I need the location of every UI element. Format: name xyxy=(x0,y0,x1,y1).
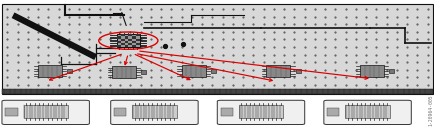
FancyBboxPatch shape xyxy=(141,70,146,74)
FancyBboxPatch shape xyxy=(2,100,89,124)
FancyBboxPatch shape xyxy=(388,69,393,73)
FancyBboxPatch shape xyxy=(181,65,205,77)
FancyBboxPatch shape xyxy=(326,108,339,116)
FancyBboxPatch shape xyxy=(124,45,128,47)
FancyBboxPatch shape xyxy=(114,108,126,116)
FancyBboxPatch shape xyxy=(135,43,139,45)
FancyBboxPatch shape xyxy=(121,43,124,45)
FancyBboxPatch shape xyxy=(128,43,132,45)
FancyBboxPatch shape xyxy=(295,69,300,73)
FancyBboxPatch shape xyxy=(345,105,389,118)
FancyBboxPatch shape xyxy=(132,105,176,118)
FancyBboxPatch shape xyxy=(266,65,290,77)
FancyBboxPatch shape xyxy=(210,69,216,73)
FancyBboxPatch shape xyxy=(220,108,232,116)
FancyBboxPatch shape xyxy=(121,34,124,36)
FancyBboxPatch shape xyxy=(124,36,128,38)
FancyBboxPatch shape xyxy=(5,108,17,116)
FancyBboxPatch shape xyxy=(128,38,132,41)
FancyBboxPatch shape xyxy=(121,38,124,41)
FancyBboxPatch shape xyxy=(217,100,304,124)
FancyBboxPatch shape xyxy=(359,65,383,77)
FancyBboxPatch shape xyxy=(117,36,121,38)
FancyBboxPatch shape xyxy=(2,89,432,94)
FancyBboxPatch shape xyxy=(112,66,135,78)
FancyBboxPatch shape xyxy=(23,105,68,118)
FancyBboxPatch shape xyxy=(2,4,432,94)
Text: 1-20964-005: 1-20964-005 xyxy=(428,94,433,126)
FancyBboxPatch shape xyxy=(135,34,139,36)
FancyBboxPatch shape xyxy=(323,100,411,124)
FancyBboxPatch shape xyxy=(132,36,135,38)
FancyBboxPatch shape xyxy=(38,65,62,77)
FancyBboxPatch shape xyxy=(117,45,121,47)
FancyBboxPatch shape xyxy=(117,34,139,47)
FancyBboxPatch shape xyxy=(67,69,72,73)
FancyBboxPatch shape xyxy=(132,41,135,43)
FancyBboxPatch shape xyxy=(128,34,132,36)
FancyBboxPatch shape xyxy=(238,105,283,118)
FancyBboxPatch shape xyxy=(135,38,139,41)
FancyBboxPatch shape xyxy=(110,100,197,124)
FancyBboxPatch shape xyxy=(117,41,121,43)
FancyBboxPatch shape xyxy=(124,41,128,43)
FancyBboxPatch shape xyxy=(132,45,135,47)
